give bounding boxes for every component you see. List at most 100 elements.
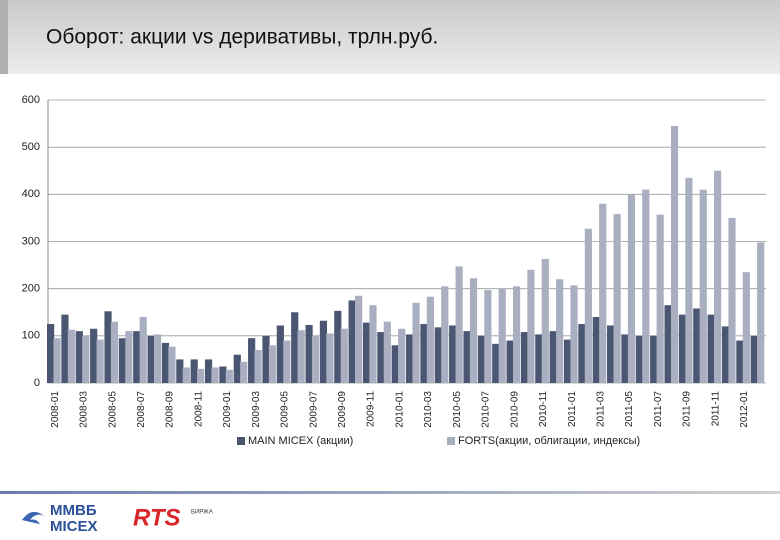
bar (219, 366, 227, 383)
bar (276, 325, 284, 383)
bar (75, 331, 83, 383)
chart-title: Оборот: акции vs деривативы, трлн.руб. (46, 26, 438, 49)
bar (750, 335, 758, 383)
bar (535, 334, 543, 383)
y-tick-label: 600 (22, 94, 40, 106)
bar (362, 322, 371, 383)
rts-logo-sub: БИРЖА (191, 510, 213, 516)
bar (556, 279, 564, 383)
x-tick-label: 2008-07 (136, 391, 147, 428)
bar (369, 305, 377, 383)
legend-swatch (447, 437, 455, 445)
bar (635, 335, 643, 383)
legend-label: MAIN MICEX (акции) (248, 435, 353, 447)
bar (642, 189, 650, 383)
bar (613, 214, 621, 383)
micex-logo-en: MICEX (50, 518, 98, 535)
bar (291, 312, 299, 383)
bar (714, 170, 722, 383)
x-tick-label: 2010-01 (394, 391, 405, 428)
bar (406, 334, 414, 383)
y-tick-label: 200 (22, 283, 40, 295)
bar (305, 324, 313, 383)
bar (670, 125, 679, 384)
bar (61, 314, 69, 383)
x-tick-label: 2011-05 (624, 391, 635, 427)
bar (578, 324, 586, 383)
bar (426, 296, 435, 383)
x-tick-label: 2009-01 (222, 391, 233, 428)
bar (607, 325, 615, 383)
y-tick-label: 0 (34, 377, 40, 389)
x-tick-label: 2010-11 (538, 391, 549, 427)
bar (104, 311, 112, 383)
bar (736, 340, 744, 383)
bar (527, 269, 535, 383)
bar (355, 295, 363, 383)
footer-line (0, 491, 780, 494)
bar (463, 331, 471, 383)
bar (168, 346, 176, 383)
bar (133, 331, 141, 383)
bar (621, 334, 629, 383)
x-tick-label: 2008-05 (107, 391, 118, 428)
bar (190, 359, 198, 383)
bar (498, 288, 506, 383)
bar (541, 258, 549, 383)
x-tick-label: 2011-09 (682, 391, 693, 427)
bar (449, 325, 457, 383)
x-tick-label: 2009-07 (308, 391, 319, 428)
x-tick-label: 2008-11 (193, 391, 204, 427)
bar (650, 335, 658, 383)
bar (125, 331, 133, 383)
bar (197, 368, 205, 383)
bar (248, 338, 256, 383)
bar (757, 242, 765, 383)
bar (334, 310, 342, 383)
bar (434, 327, 442, 383)
bar (477, 335, 485, 383)
bar (262, 335, 270, 383)
bar (627, 194, 636, 383)
bar (139, 316, 147, 383)
rts-logo: RTS (133, 504, 181, 531)
micex-logo-mark (22, 511, 44, 524)
bar (82, 335, 90, 383)
header-stripe (0, 0, 8, 74)
x-tick-label: 2008-09 (165, 391, 176, 428)
bar (153, 334, 162, 383)
y-tick-label: 100 (22, 330, 40, 342)
bar (693, 308, 701, 383)
bar (254, 349, 262, 383)
x-tick-label: 2008-03 (79, 391, 90, 428)
bar (563, 339, 572, 383)
x-tick-label: 2011-07 (653, 391, 664, 427)
bar (161, 342, 170, 383)
x-tick-label: 2009-03 (251, 391, 262, 428)
bar (319, 320, 328, 383)
x-tick-label: 2009-09 (337, 391, 348, 428)
bar (678, 314, 687, 383)
bar (297, 330, 305, 383)
bar (721, 326, 730, 383)
x-tick-label: 2010-07 (481, 391, 492, 428)
bar (549, 331, 557, 383)
bar (512, 286, 521, 383)
bar (742, 272, 750, 383)
bar (118, 338, 126, 383)
legend-swatch (237, 437, 245, 445)
bar (211, 367, 219, 383)
x-tick-label: 2010-03 (423, 391, 434, 428)
x-tick-label: 2012-01 (739, 391, 750, 428)
bar (699, 189, 707, 383)
bar (67, 329, 76, 383)
bar (348, 300, 356, 383)
header-band (0, 0, 780, 74)
y-tick-label: 400 (22, 188, 40, 200)
bar (90, 328, 98, 383)
x-tick-label: 2010-09 (509, 391, 520, 428)
x-tick-label: 2009-11 (366, 391, 377, 427)
bar (96, 339, 104, 383)
bar (176, 359, 184, 383)
bar (377, 332, 385, 383)
